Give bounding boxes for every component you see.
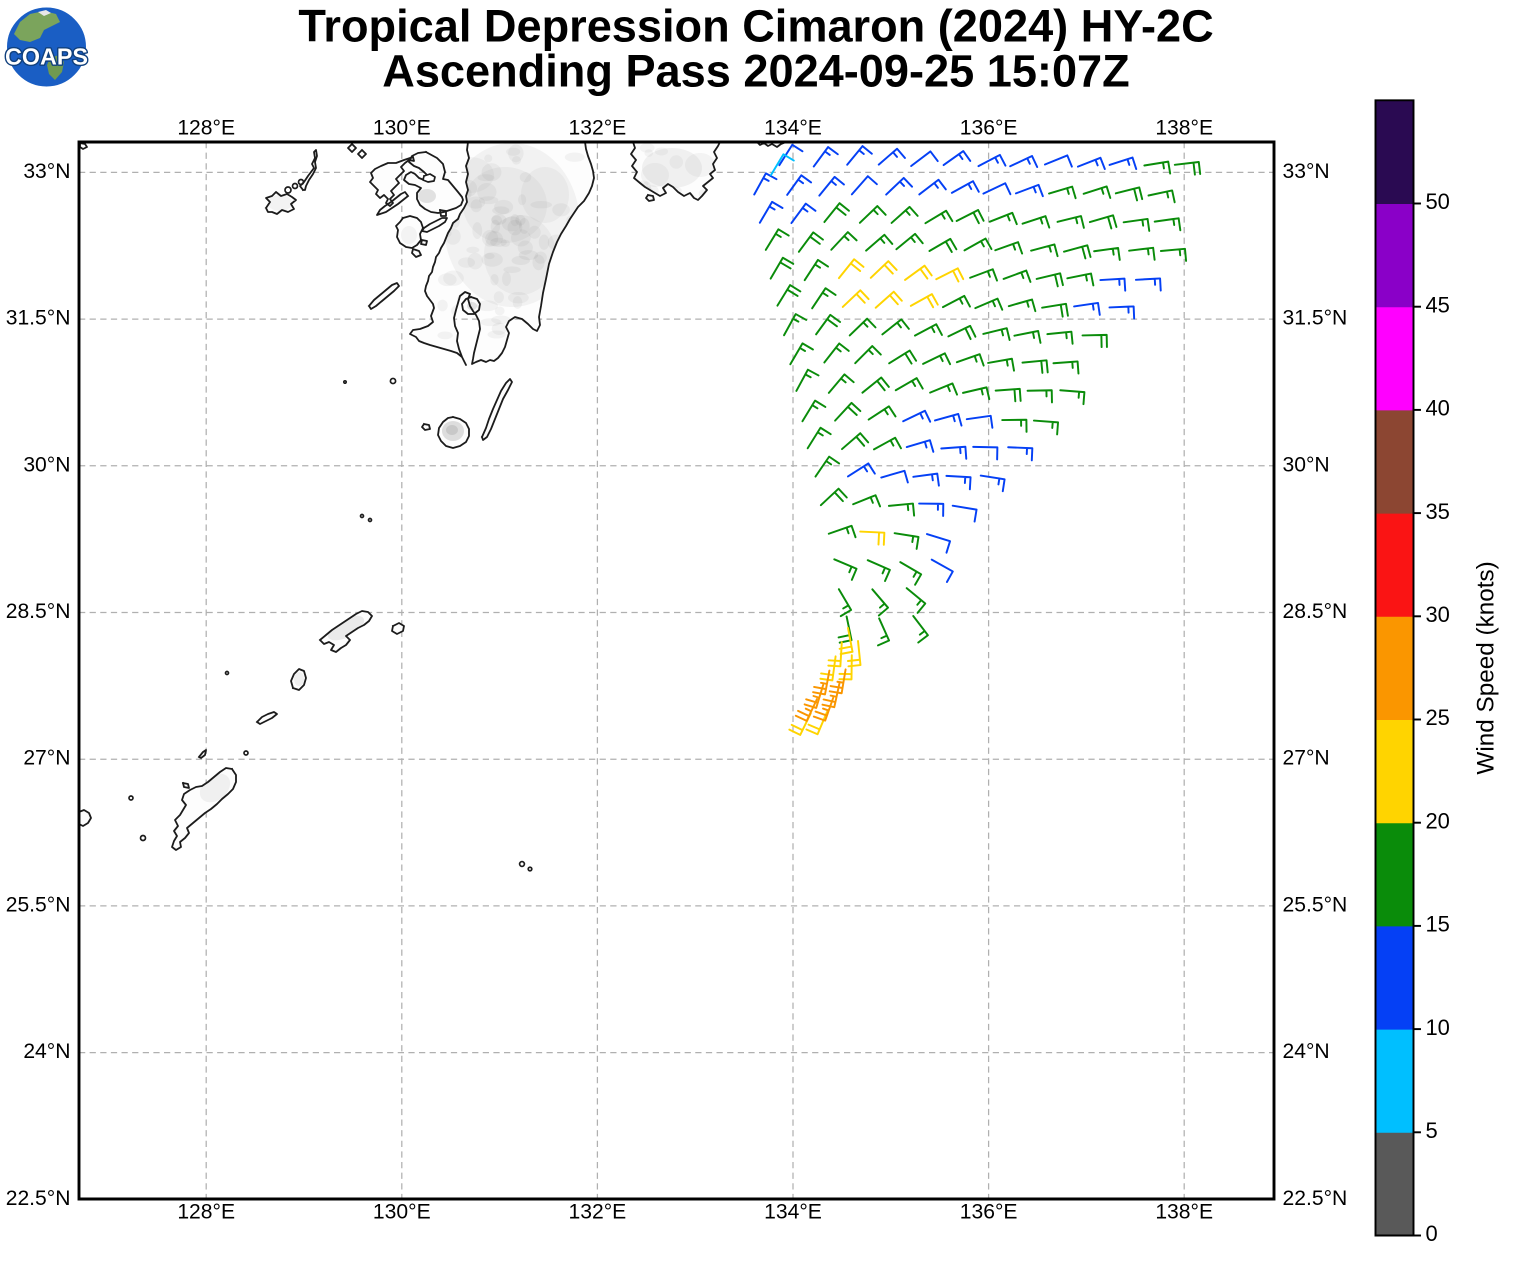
svg-text:130°E: 130°E [373,1200,431,1223]
svg-text:30°N: 30°N [23,453,70,476]
svg-text:138°E: 138°E [1155,1200,1213,1223]
svg-text:45: 45 [1426,292,1450,317]
svg-text:28.5°N: 28.5°N [1283,600,1348,623]
svg-text:134°E: 134°E [764,116,822,139]
svg-text:27°N: 27°N [23,747,70,770]
svg-text:22.5°N: 22.5°N [1283,1187,1348,1210]
svg-text:10: 10 [1426,1015,1450,1040]
svg-text:5: 5 [1426,1118,1438,1143]
svg-text:Tropical Depression Cimaron (2: Tropical Depression Cimaron (2024) HY-2C [298,1,1213,52]
svg-text:30: 30 [1426,602,1450,627]
svg-text:Wind Speed (knots): Wind Speed (knots) [1472,561,1499,774]
svg-text:25.5°N: 25.5°N [1283,893,1348,916]
svg-text:35: 35 [1426,499,1450,524]
svg-text:25.5°N: 25.5°N [6,893,71,916]
svg-text:130°E: 130°E [373,116,431,139]
svg-text:134°E: 134°E [764,1200,822,1223]
svg-text:40: 40 [1426,396,1450,421]
svg-text:24°N: 24°N [1283,1040,1330,1063]
svg-text:136°E: 136°E [960,116,1018,139]
svg-text:33°N: 33°N [1283,160,1330,183]
svg-text:132°E: 132°E [569,116,627,139]
svg-text:138°E: 138°E [1155,116,1213,139]
svg-text:15: 15 [1426,912,1450,937]
svg-text:50: 50 [1426,189,1450,214]
svg-text:136°E: 136°E [960,1200,1018,1223]
svg-text:31.5°N: 31.5°N [1283,307,1348,330]
svg-text:30°N: 30°N [1283,453,1330,476]
svg-text:27°N: 27°N [1283,747,1330,770]
svg-text:31.5°N: 31.5°N [6,307,71,330]
svg-text:128°E: 128°E [177,1200,235,1223]
svg-text:24°N: 24°N [23,1040,70,1063]
svg-text:0: 0 [1426,1221,1438,1246]
svg-text:25: 25 [1426,705,1450,730]
svg-text:22.5°N: 22.5°N [6,1187,71,1210]
svg-text:128°E: 128°E [177,116,235,139]
svg-text:20: 20 [1426,808,1450,833]
svg-text:132°E: 132°E [569,1200,627,1223]
svg-text:28.5°N: 28.5°N [6,600,71,623]
svg-text:33°N: 33°N [23,160,70,183]
svg-text:Ascending Pass 2024-09-25 15:0: Ascending Pass 2024-09-25 15:07Z [382,46,1129,97]
